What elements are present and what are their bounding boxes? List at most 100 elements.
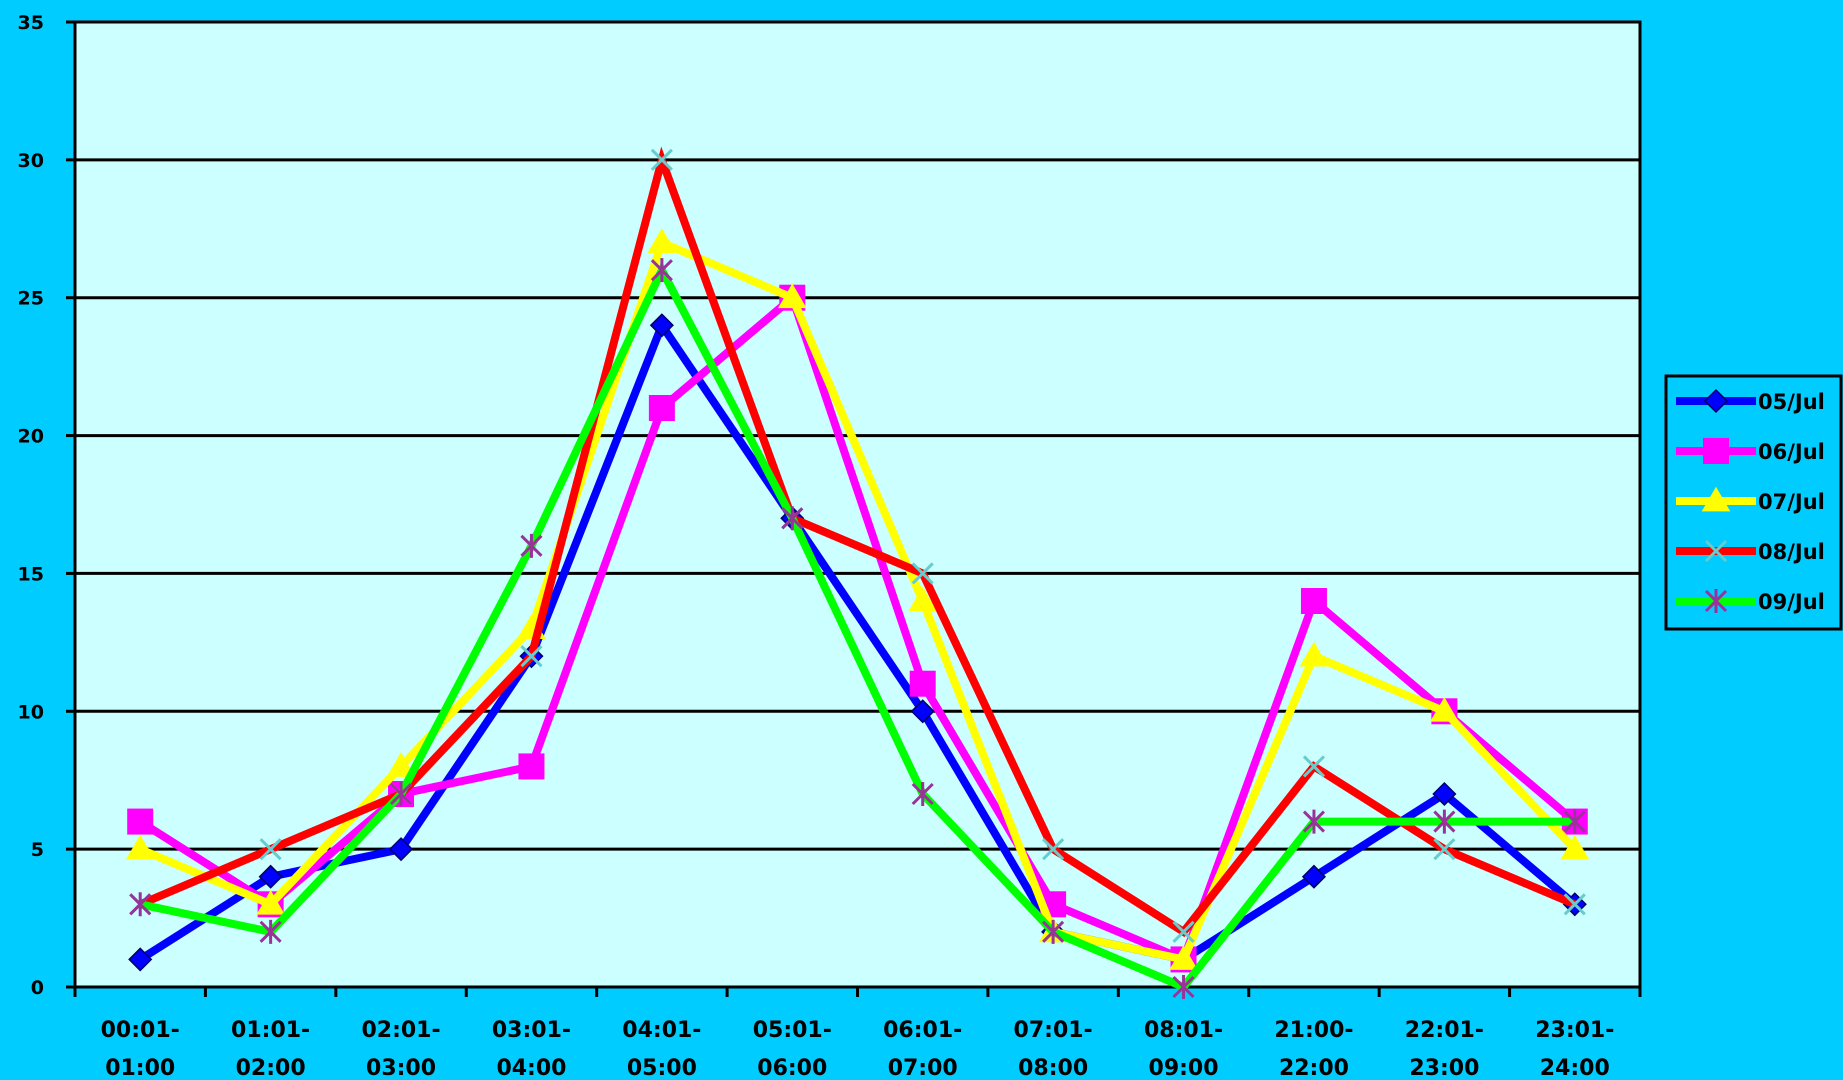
data-point xyxy=(647,228,677,253)
x-tick-label-end: 05:00 xyxy=(627,1056,697,1080)
x-tick-label-end: 09:00 xyxy=(1149,1056,1219,1080)
data-point xyxy=(1563,809,1586,834)
x-tick-label-start: 07:01- xyxy=(1014,1018,1093,1043)
x-axis: 00:01- 01:00 01:01- 02:00 02:01- 03:00 03:01- 0… xyxy=(73,987,1642,1080)
data-point xyxy=(908,586,938,612)
data-point xyxy=(1300,588,1327,614)
y-tick-label: 15 xyxy=(18,563,44,585)
data-point xyxy=(1169,945,1198,970)
data-point xyxy=(1433,809,1456,834)
y-tick-label: 20 xyxy=(18,426,44,448)
data-point xyxy=(650,258,673,283)
x-tick-label-start: 08:01- xyxy=(1144,1018,1223,1043)
legend-label: 09/Jul xyxy=(1758,590,1825,614)
plot-area xyxy=(73,20,1642,989)
legend: 05/Jul 06/Jul 07/Jul 08/Jul 09/Jul xyxy=(1664,374,1843,631)
data-point xyxy=(1560,834,1590,860)
data-point xyxy=(1563,893,1586,916)
data-point xyxy=(388,837,414,862)
legend-item: 09/Jul xyxy=(1676,589,1825,614)
data-point xyxy=(1433,838,1456,861)
data-point xyxy=(650,148,673,171)
legend-marker xyxy=(1703,438,1729,464)
y-tick-label: 35 xyxy=(18,12,44,34)
data-point xyxy=(259,919,282,944)
data-point xyxy=(1042,919,1065,944)
data-point xyxy=(1172,975,1195,999)
legend-marker xyxy=(1704,539,1728,563)
data-point xyxy=(128,947,153,972)
x-tick-label-end: 01:00 xyxy=(105,1056,175,1080)
series-line xyxy=(138,146,1577,938)
x-tick-label-start: 00:01- xyxy=(101,1018,180,1043)
data-point xyxy=(1172,920,1195,943)
data-point xyxy=(129,892,152,917)
y-tick-label: 30 xyxy=(18,150,44,172)
data-point xyxy=(256,889,285,915)
x-tick-label-end: 06:00 xyxy=(757,1056,827,1080)
legend-marker xyxy=(1701,486,1731,512)
data-point xyxy=(777,283,807,309)
y-axis: 0 5 10 15 20 25 30 35 xyxy=(18,12,75,999)
legend-label: 08/Jul xyxy=(1758,540,1825,564)
data-point xyxy=(518,753,545,780)
x-tick-label-end: 23:00 xyxy=(1409,1056,1479,1080)
x-tick-label-end: 22:00 xyxy=(1279,1056,1349,1080)
legend-item: 06/Jul xyxy=(1676,438,1825,464)
legend-label: 05/Jul xyxy=(1758,390,1825,414)
x-tick-label-end: 24:00 xyxy=(1540,1056,1610,1080)
x-tick-label-end: 07:00 xyxy=(888,1056,958,1080)
data-point xyxy=(127,808,154,835)
series-lines xyxy=(125,146,1590,999)
y-tick-label: 25 xyxy=(18,288,44,310)
x-tick-label-end: 08:00 xyxy=(1018,1056,1088,1080)
data-point xyxy=(648,395,675,421)
legend-item: 08/Jul xyxy=(1676,539,1825,564)
data-point xyxy=(1430,696,1459,722)
gridlines xyxy=(75,158,1640,851)
legend-marker xyxy=(1703,388,1729,414)
data-point xyxy=(909,670,936,697)
x-tick-label-start: 23:01- xyxy=(1535,1018,1614,1043)
legend-label: 07/Jul xyxy=(1758,490,1825,514)
legend-label: 06/Jul xyxy=(1758,440,1825,464)
data-point xyxy=(259,838,282,861)
data-point xyxy=(911,782,934,806)
series-line xyxy=(138,316,1578,964)
x-tick-label-start: 02:01- xyxy=(361,1018,440,1043)
y-tick-label: 0 xyxy=(31,977,44,999)
x-tick-label-end: 04:00 xyxy=(496,1056,566,1080)
data-point xyxy=(1301,864,1327,889)
data-point xyxy=(1299,641,1329,667)
data-point xyxy=(1042,838,1065,861)
x-tick-label-end: 02:00 xyxy=(236,1056,306,1080)
x-tick-label-start: 04:01- xyxy=(622,1018,701,1043)
series-09/Jul xyxy=(129,258,1586,999)
data-point xyxy=(910,699,935,724)
data-point xyxy=(649,313,674,338)
x-tick-label-start: 01:01- xyxy=(231,1018,310,1043)
series-08/Jul xyxy=(129,146,1586,943)
x-tick-label-start: 21:00- xyxy=(1274,1018,1353,1043)
y-tick-label: 10 xyxy=(18,701,44,723)
data-point xyxy=(520,533,543,558)
x-tick-label-start: 05:01- xyxy=(753,1018,832,1043)
data-point xyxy=(1432,781,1457,807)
data-point xyxy=(1302,755,1326,778)
data-point xyxy=(1302,809,1326,834)
data-point xyxy=(520,645,543,668)
data-point xyxy=(911,562,934,585)
data-point xyxy=(125,834,155,860)
series-line xyxy=(138,237,1578,965)
legend-marker xyxy=(1704,589,1728,613)
data-point xyxy=(386,752,416,777)
legend-item: 05/Jul xyxy=(1676,388,1825,414)
data-point xyxy=(781,506,804,531)
data-point xyxy=(258,864,283,889)
x-tick-label-start: 03:01- xyxy=(492,1018,571,1043)
legend-item: 07/Jul xyxy=(1676,486,1825,514)
y-tick-label: 5 xyxy=(31,839,44,861)
series-07/Jul xyxy=(125,228,1590,970)
